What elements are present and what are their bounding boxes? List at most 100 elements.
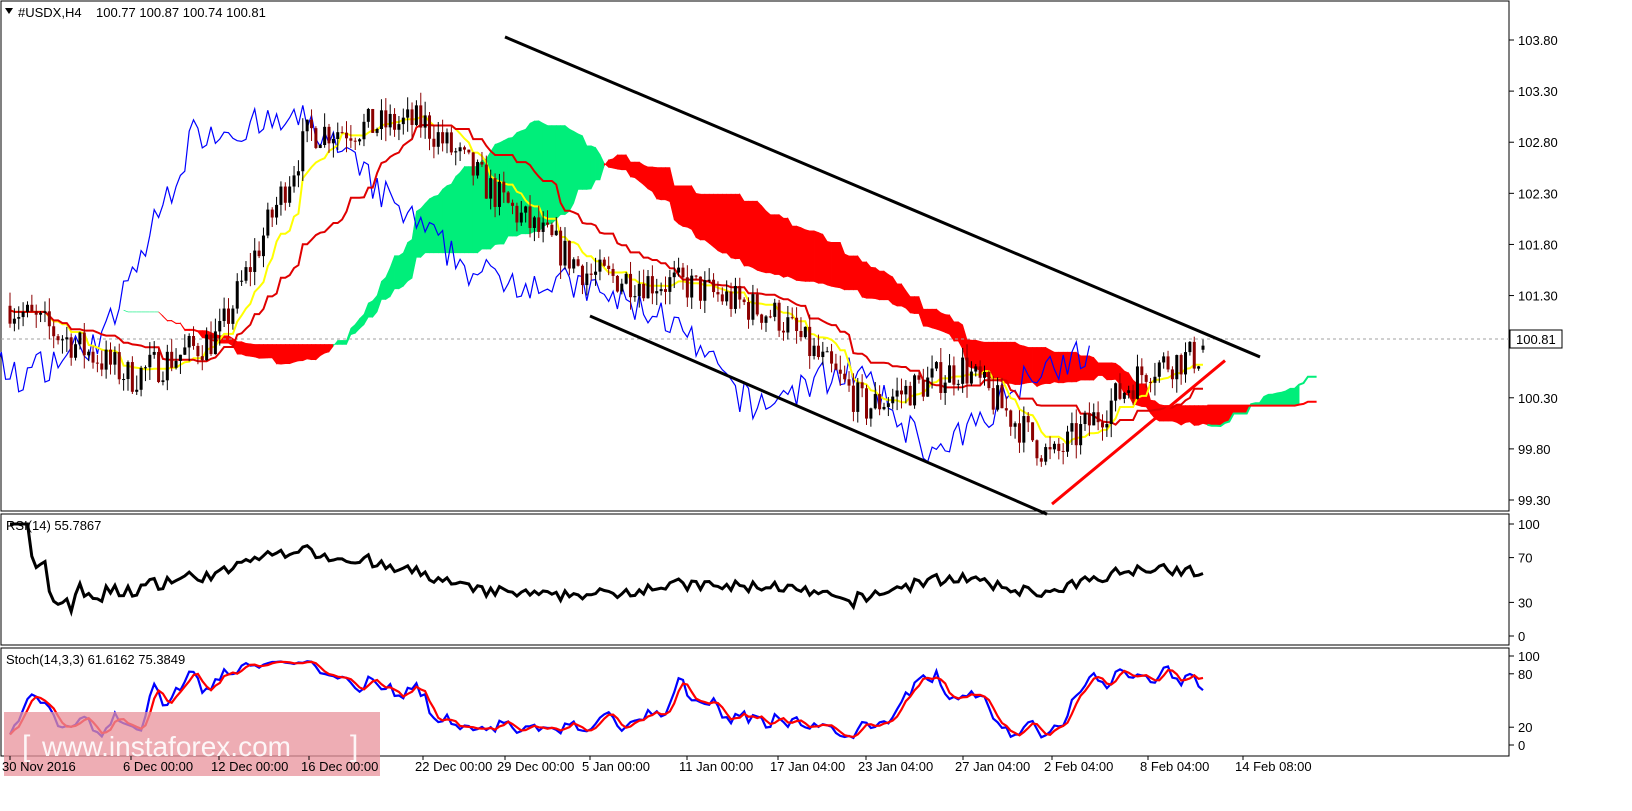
candle-body bbox=[546, 222, 550, 225]
candle bbox=[8, 292, 12, 328]
candle bbox=[878, 385, 882, 416]
cloud-segment bbox=[1106, 362, 1112, 381]
cloud-segment bbox=[381, 276, 387, 300]
candle bbox=[1017, 410, 1021, 453]
candle bbox=[196, 342, 200, 365]
cloud-segment bbox=[831, 242, 837, 288]
candle bbox=[668, 270, 672, 305]
candle-body bbox=[454, 151, 458, 153]
candle-body bbox=[611, 268, 615, 276]
candle-body bbox=[825, 351, 829, 353]
candle-body bbox=[244, 267, 248, 281]
trend-lines bbox=[504, 35, 1261, 516]
cloud-segment bbox=[866, 261, 872, 299]
candle bbox=[781, 322, 785, 341]
cloud-segment bbox=[743, 200, 749, 267]
cloud-segment bbox=[997, 341, 1003, 382]
cloud-segment bbox=[673, 185, 679, 225]
svg-text:100.81: 100.81 bbox=[1516, 332, 1556, 347]
candle bbox=[1140, 358, 1144, 385]
candle-body bbox=[449, 132, 453, 153]
candle-body bbox=[410, 109, 414, 125]
candle-body bbox=[344, 132, 348, 139]
candle-body bbox=[30, 304, 34, 312]
candle bbox=[458, 142, 462, 162]
candle-body bbox=[87, 351, 91, 356]
candle-body bbox=[1157, 362, 1161, 377]
symbol-dropdown-icon[interactable] bbox=[5, 8, 13, 14]
candle-body bbox=[668, 277, 672, 292]
candle-body bbox=[965, 357, 969, 384]
cloud-segment bbox=[931, 308, 937, 330]
cloud-segment bbox=[695, 193, 701, 241]
candle-body bbox=[1052, 443, 1056, 450]
cloud-segment bbox=[870, 266, 876, 300]
cloud-segment bbox=[909, 296, 915, 314]
candle-body bbox=[95, 362, 99, 364]
cloud-segment bbox=[442, 184, 448, 254]
candle-body bbox=[1144, 375, 1148, 382]
candle bbox=[751, 284, 755, 326]
candle bbox=[742, 297, 746, 306]
price-tick-label: 99.30 bbox=[1518, 493, 1551, 508]
cloud-segment bbox=[818, 232, 824, 284]
time-tick-label: 12 Dec 00:00 bbox=[211, 759, 288, 774]
candle bbox=[226, 298, 230, 337]
candle bbox=[803, 326, 807, 339]
cloud-segment bbox=[258, 344, 264, 359]
candle-body bbox=[187, 335, 191, 348]
candle-body bbox=[1070, 423, 1074, 432]
candle bbox=[895, 377, 899, 411]
time-tick-label: 17 Jan 04:00 bbox=[770, 759, 845, 774]
cloud-segment bbox=[722, 193, 727, 254]
candle-body bbox=[148, 354, 152, 368]
candle-body bbox=[1135, 366, 1139, 399]
candle-body bbox=[1100, 422, 1104, 428]
candle-body bbox=[537, 217, 541, 232]
stoch-tick-label: 100 bbox=[1518, 649, 1540, 664]
candle-body bbox=[52, 326, 56, 337]
cloud-segment bbox=[564, 124, 570, 216]
candle-body bbox=[886, 403, 890, 407]
candle-body bbox=[948, 365, 952, 383]
candle-body bbox=[375, 128, 379, 133]
candle bbox=[799, 317, 803, 342]
candle-body bbox=[777, 302, 781, 331]
cloud-segment bbox=[844, 253, 850, 291]
cloud-segment bbox=[713, 193, 719, 252]
cloud-segment bbox=[761, 204, 767, 274]
candle bbox=[825, 346, 829, 353]
candle-body bbox=[336, 132, 340, 139]
candle-body bbox=[764, 316, 768, 323]
candle-body bbox=[851, 385, 855, 412]
candle bbox=[913, 373, 917, 409]
candle bbox=[768, 309, 772, 319]
price-axis: 103.80 103.30 102.80 102.30 101.80 101.30 100.… bbox=[1509, 33, 1558, 508]
cloud-segment bbox=[739, 193, 745, 268]
candle bbox=[1197, 365, 1201, 371]
svg-text:www.instaforex.com: www.instaforex.com bbox=[41, 731, 291, 762]
cloud-segment bbox=[1211, 405, 1217, 427]
candle bbox=[506, 191, 510, 204]
cloud-segment bbox=[337, 340, 343, 345]
candle-body bbox=[511, 202, 515, 206]
candle bbox=[213, 318, 217, 355]
ohlc-values: 100.77 100.87 100.74 100.81 bbox=[96, 5, 266, 20]
candle-body bbox=[1000, 385, 1004, 409]
candle-body bbox=[226, 308, 230, 324]
candle-body bbox=[1017, 423, 1021, 443]
candle-body bbox=[209, 334, 213, 355]
candle-body bbox=[43, 311, 47, 313]
candle-body bbox=[913, 375, 917, 406]
candle bbox=[502, 171, 506, 203]
candle-body bbox=[1035, 440, 1039, 459]
candle bbox=[899, 378, 903, 409]
candle-body bbox=[91, 351, 95, 363]
time-tick-label: 23 Jan 04:00 bbox=[858, 759, 933, 774]
candle bbox=[528, 195, 532, 238]
candle bbox=[572, 257, 576, 274]
candle-body bbox=[720, 294, 724, 302]
candle-body bbox=[1109, 400, 1113, 425]
candle-body bbox=[275, 204, 279, 218]
candle-body bbox=[1039, 458, 1043, 462]
